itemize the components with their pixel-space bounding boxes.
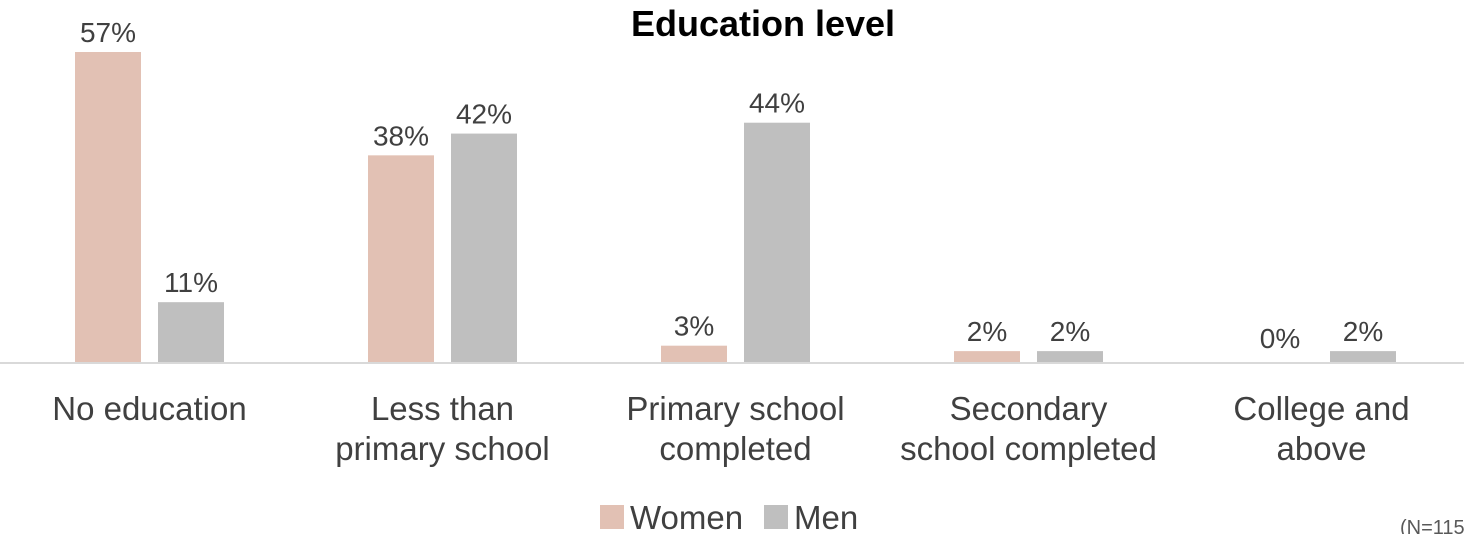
- bar-women-no-education: [75, 52, 141, 362]
- bar-men-primary-school-completed: [744, 122, 810, 362]
- category-label-less-than-primary-school: Less than primary school: [335, 390, 550, 467]
- legend: Women Men: [600, 499, 858, 534]
- value-labels-group: 57% 11% 38% 42% 3% 44% 2% 2% 0% 2%: [80, 17, 1383, 354]
- bar-men-college-and-above: [1330, 351, 1396, 362]
- value-label-women-less-than-primary-school: 38%: [373, 120, 429, 151]
- bar-women-primary-school-completed: [661, 345, 727, 362]
- category-label-secondary-school-completed: Secondary school completed: [900, 390, 1157, 467]
- value-label-women-college-and-above: 0%: [1260, 323, 1300, 354]
- bar-men-no-education: [158, 302, 224, 362]
- category-label-primary-school-completed: Primary school completed: [626, 390, 844, 467]
- category-label-college-and-above: College and above: [1233, 390, 1409, 467]
- legend-swatch-men: [764, 505, 788, 529]
- bars-group: [75, 52, 1396, 362]
- legend-swatch-women: [600, 505, 624, 529]
- value-label-men-no-education: 11%: [164, 267, 218, 298]
- value-label-men-college-and-above: 2%: [1343, 316, 1383, 347]
- legend-label-men: Men: [794, 499, 858, 534]
- footnote: (N=115. Consi: [1400, 517, 1464, 534]
- value-label-women-secondary-school-completed: 2%: [967, 316, 1007, 347]
- value-label-men-primary-school-completed: 44%: [749, 88, 805, 119]
- category-label-no-education: No education: [52, 390, 246, 427]
- value-label-men-secondary-school-completed: 2%: [1050, 316, 1090, 347]
- value-label-men-less-than-primary-school: 42%: [456, 99, 512, 130]
- chart-title: Education level: [631, 3, 895, 44]
- bar-women-less-than-primary-school: [368, 155, 434, 362]
- bar-women-secondary-school-completed: [954, 351, 1020, 362]
- bar-men-less-than-primary-school: [451, 133, 517, 362]
- legend-label-women: Women: [630, 499, 743, 534]
- bar-men-secondary-school-completed: [1037, 351, 1103, 362]
- category-labels-group: No education Less than primary school Prima…: [52, 390, 1409, 467]
- value-label-women-no-education: 57%: [80, 17, 136, 48]
- value-label-women-primary-school-completed: 3%: [674, 311, 714, 342]
